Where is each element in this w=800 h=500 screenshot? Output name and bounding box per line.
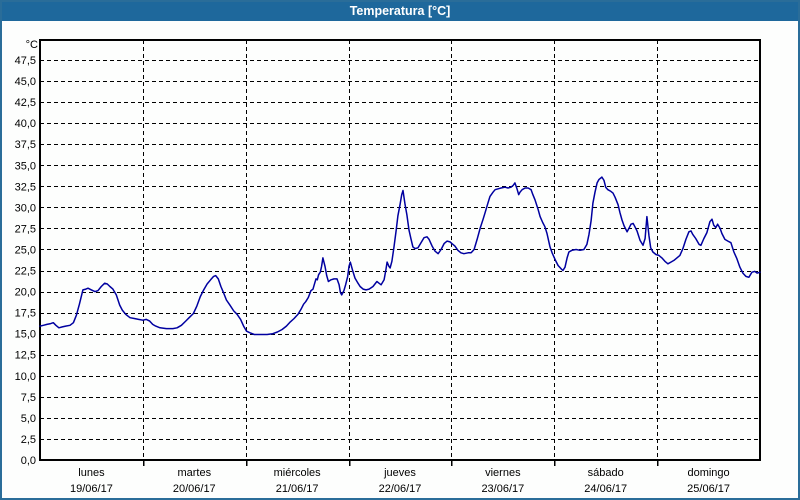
x-axis-day-label: lunes <box>78 467 105 479</box>
temperature-line <box>39 176 761 336</box>
x-axis-date-label: 19/06/17 <box>70 483 113 495</box>
x-axis-date-label: 22/06/17 <box>379 483 422 495</box>
y-axis-label: 12,5 <box>15 350 36 362</box>
x-axis-date-label: 25/06/17 <box>687 483 730 495</box>
x-axis-date-label: 24/06/17 <box>584 483 627 495</box>
x-axis-date-label: 21/06/17 <box>276 483 319 495</box>
x-axis-day-label: martes <box>177 467 211 479</box>
y-axis-label: 2,5 <box>21 434 36 446</box>
y-axis-label: 0,0 <box>21 455 36 467</box>
y-axis-label: 5,0 <box>21 413 36 425</box>
x-axis-day-label: viernes <box>485 467 521 479</box>
title-bar: Temperatura [°C] <box>0 0 800 21</box>
y-axis-label: 27,5 <box>15 223 36 235</box>
y-axis-label: 35,0 <box>15 160 36 172</box>
y-axis-label: 32,5 <box>15 181 36 193</box>
y-axis-label: 22,5 <box>15 266 36 278</box>
y-axis-label: 17,5 <box>15 308 36 320</box>
plot-frame <box>39 39 761 461</box>
x-axis-date-label: 23/06/17 <box>481 483 524 495</box>
y-axis-label: 7,5 <box>21 392 36 404</box>
y-axis-label: 42,5 <box>15 97 36 109</box>
y-axis-label: 10,0 <box>15 371 36 383</box>
y-axis-label: 15,0 <box>15 329 36 341</box>
x-axis-day-label: sábado <box>588 467 624 479</box>
y-axis-label: 47,5 <box>15 55 36 67</box>
y-axis-label: 45,0 <box>15 76 36 88</box>
x-axis-day-label: miércoles <box>274 467 322 479</box>
y-axis-label: 37,5 <box>15 139 36 151</box>
x-axis-day-label: domingo <box>687 467 729 479</box>
y-axis-label: 30,0 <box>15 202 36 214</box>
x-axis-day-label: jueves <box>383 467 416 479</box>
y-axis-label: 25,0 <box>15 244 36 256</box>
window-title: Temperatura [°C] <box>349 3 451 18</box>
x-axis-date-label: 20/06/17 <box>173 483 216 495</box>
y-axis-unit: °C <box>26 39 38 51</box>
y-axis-label: 40,0 <box>15 118 36 130</box>
y-axis-label: 20,0 <box>15 287 36 299</box>
